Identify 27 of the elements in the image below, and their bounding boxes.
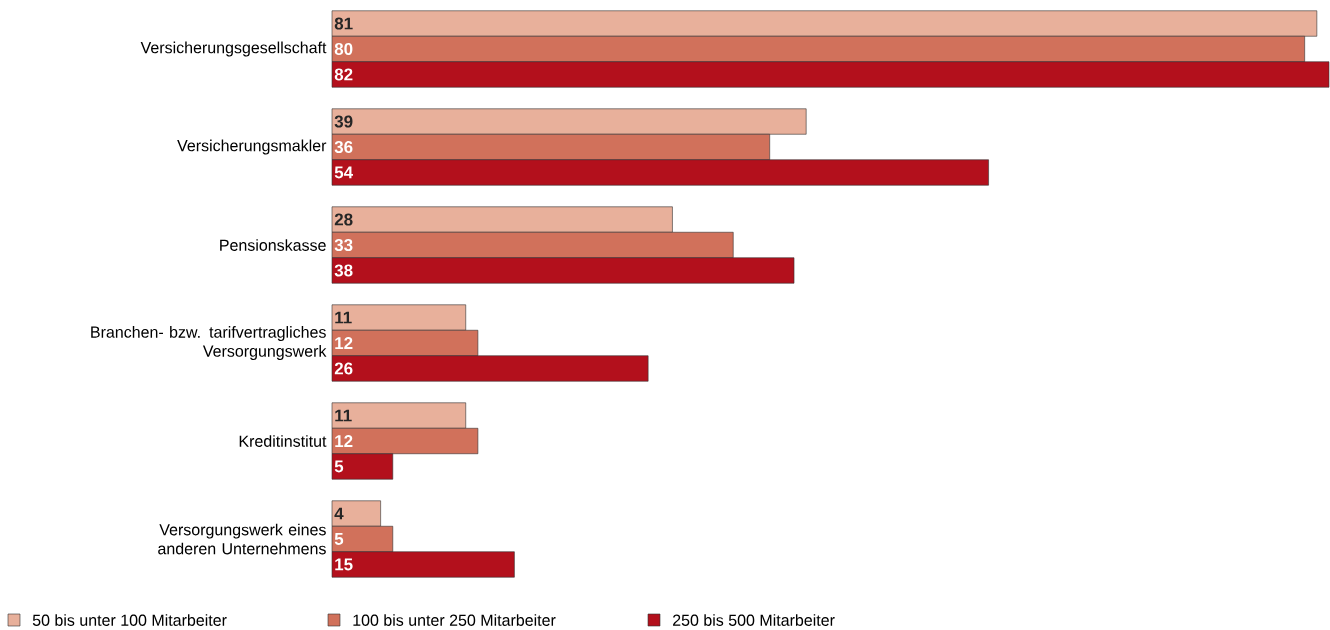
data-label: 81: [334, 17, 353, 30]
data-label: 54: [334, 166, 354, 179]
y-tick-label: Pensionskasse: [220, 239, 326, 251]
y-tick-label: Versicherungsmakler: [177, 139, 327, 155]
data-label: 26: [334, 362, 353, 375]
data-label: 15: [335, 558, 353, 571]
data-label: 80: [334, 42, 353, 56]
y-tick-label: Branchen- bzw. tarifvertragliches Versorgungswerk: [91, 326, 327, 360]
legend-label: 250 bis 500 Mitarbeiter: [673, 614, 835, 626]
data-label: 33: [334, 238, 353, 252]
y-tick-label: Kreditinstitut: [239, 435, 327, 447]
data-label: 39: [334, 115, 353, 128]
data-label: 5: [334, 460, 344, 473]
data-label: 5: [334, 533, 344, 545]
data-label: 36: [334, 140, 353, 154]
data-label: 82: [334, 68, 353, 81]
legend-label: 100 bis unter 250 Mitarbeiter: [353, 614, 556, 626]
legend-label: 50 bis unter 100 Mitarbeiter: [32, 614, 227, 626]
data-label: 12: [335, 337, 353, 349]
data-label: 28: [334, 213, 353, 226]
y-tick-label: Versorgungswerk eines anderen Unternehmens: [158, 523, 326, 555]
data-label: 4: [334, 507, 344, 520]
y-tick-label: Versicherungsgesellschaft: [140, 41, 327, 57]
data-label: 38: [334, 264, 353, 277]
data-label: 11: [335, 409, 352, 422]
data-label: 12: [335, 435, 353, 447]
data-label: 11: [335, 311, 352, 324]
